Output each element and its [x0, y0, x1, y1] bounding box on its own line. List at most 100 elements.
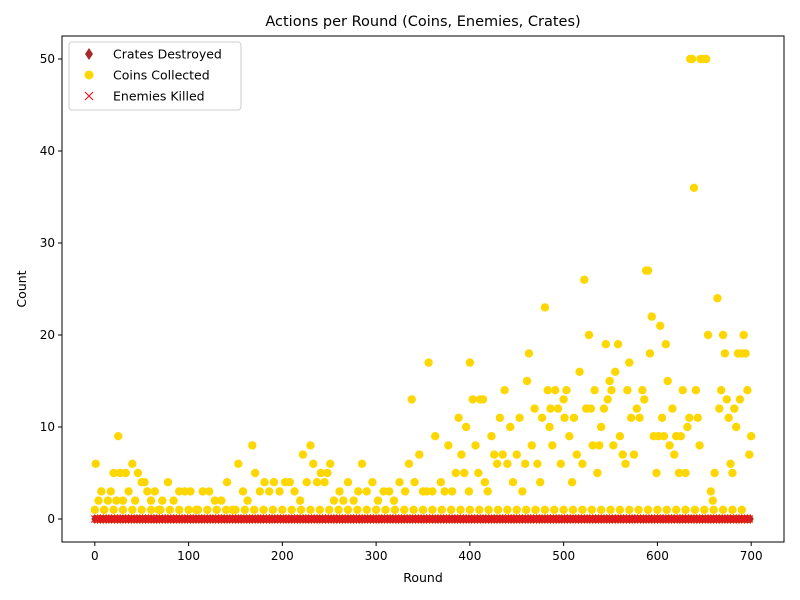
coin-point: [584, 330, 594, 340]
enemy-point: [495, 515, 504, 523]
coin-point: [615, 432, 625, 441]
coin-point: [590, 386, 599, 395]
enemy-point: [299, 515, 307, 523]
coin-point: [611, 367, 620, 376]
enemy-point: [591, 515, 600, 523]
enemy-point: [522, 515, 531, 523]
enemy-point: [379, 515, 388, 523]
enemy-point: [255, 515, 264, 523]
enemy-point: [447, 515, 456, 523]
enemy-point: [317, 515, 326, 523]
enemy-point: [494, 515, 502, 523]
enemy-point: [651, 515, 660, 523]
coin-point: [524, 349, 534, 358]
y-tick-label: 0: [47, 512, 55, 526]
enemy-point: [270, 515, 279, 523]
coin-point: [632, 404, 641, 413]
enemy-point: [240, 515, 249, 523]
enemy-point: [647, 515, 656, 523]
enemy-point: [90, 515, 99, 523]
enemy-point: [533, 515, 542, 523]
y-tick-label: 30: [40, 236, 55, 250]
coin-point: [613, 340, 623, 349]
y-tick-label: 20: [40, 328, 55, 342]
enemy-point: [186, 515, 195, 523]
enemy-point: [479, 515, 487, 523]
enemy-point: [687, 515, 696, 523]
enemy-point: [254, 515, 262, 523]
coin-point: [109, 468, 118, 478]
enemy-point: [454, 515, 463, 523]
enemy-point: [449, 515, 457, 523]
coin-point: [606, 505, 615, 514]
enemy-point: [460, 515, 469, 523]
enemy-point: [312, 515, 321, 523]
enemy-point: [300, 515, 309, 523]
enemy-point: [207, 515, 216, 523]
coin-point: [575, 367, 584, 376]
coin-point: [94, 496, 103, 505]
enemy-point: [199, 515, 208, 523]
enemy-point: [419, 515, 427, 523]
enemy-point: [445, 515, 454, 523]
enemy-point: [572, 515, 581, 523]
enemy-point: [424, 515, 433, 523]
coin-point: [550, 505, 559, 514]
enemy-point: [437, 515, 446, 523]
coin-point: [128, 505, 137, 514]
enemy-point: [284, 515, 292, 523]
enemy-point: [321, 515, 330, 523]
enemy-point: [537, 515, 546, 523]
enemy-point: [167, 515, 176, 523]
enemy-point: [713, 515, 722, 523]
enemy-point: [492, 515, 501, 523]
enemy-point: [164, 515, 172, 523]
coin-point: [540, 505, 550, 514]
legend-label-enemies: Enemies Killed: [113, 89, 205, 104]
coin-point: [184, 505, 193, 514]
coin-point: [599, 404, 609, 413]
enemy-point: [229, 515, 238, 523]
enemy-point: [675, 515, 684, 523]
enemy-point: [546, 515, 555, 523]
enemy-point: [587, 515, 596, 523]
enemy-point: [524, 515, 532, 523]
coin-point: [625, 358, 634, 367]
enemy-point: [576, 515, 585, 523]
enemy-point: [606, 515, 615, 523]
coin-point: [661, 340, 671, 349]
enemy-point: [297, 515, 306, 523]
enemy-point: [100, 515, 109, 523]
enemy-point: [197, 515, 206, 523]
enemy-point: [497, 515, 506, 523]
coin-point: [508, 478, 518, 487]
coin-point: [99, 505, 109, 514]
enemy-point: [291, 515, 300, 523]
coin-point: [265, 487, 274, 496]
enemy-point: [642, 515, 651, 523]
enemy-point: [177, 515, 186, 523]
enemy-point: [398, 515, 407, 523]
enemy-point: [443, 515, 452, 523]
coin-point: [468, 395, 477, 404]
coin-point: [158, 496, 167, 505]
enemy-point: [381, 515, 390, 523]
coin-point: [371, 505, 381, 514]
coin-point: [287, 505, 296, 514]
coin-point: [690, 505, 700, 514]
coin-point: [548, 441, 557, 450]
coin-point: [457, 450, 466, 459]
coin-point: [480, 478, 490, 487]
enemy-point: [597, 515, 606, 523]
enemy-point: [486, 515, 495, 523]
coin-point: [146, 496, 156, 505]
coin-point: [662, 505, 671, 514]
coin-point: [659, 432, 669, 441]
coin-point: [415, 450, 424, 459]
coin-point: [603, 395, 612, 404]
coin-point: [97, 487, 106, 496]
enemy-point: [535, 515, 544, 523]
coin-point: [728, 468, 737, 478]
enemy-point: [135, 515, 144, 523]
coin-point: [410, 478, 419, 487]
